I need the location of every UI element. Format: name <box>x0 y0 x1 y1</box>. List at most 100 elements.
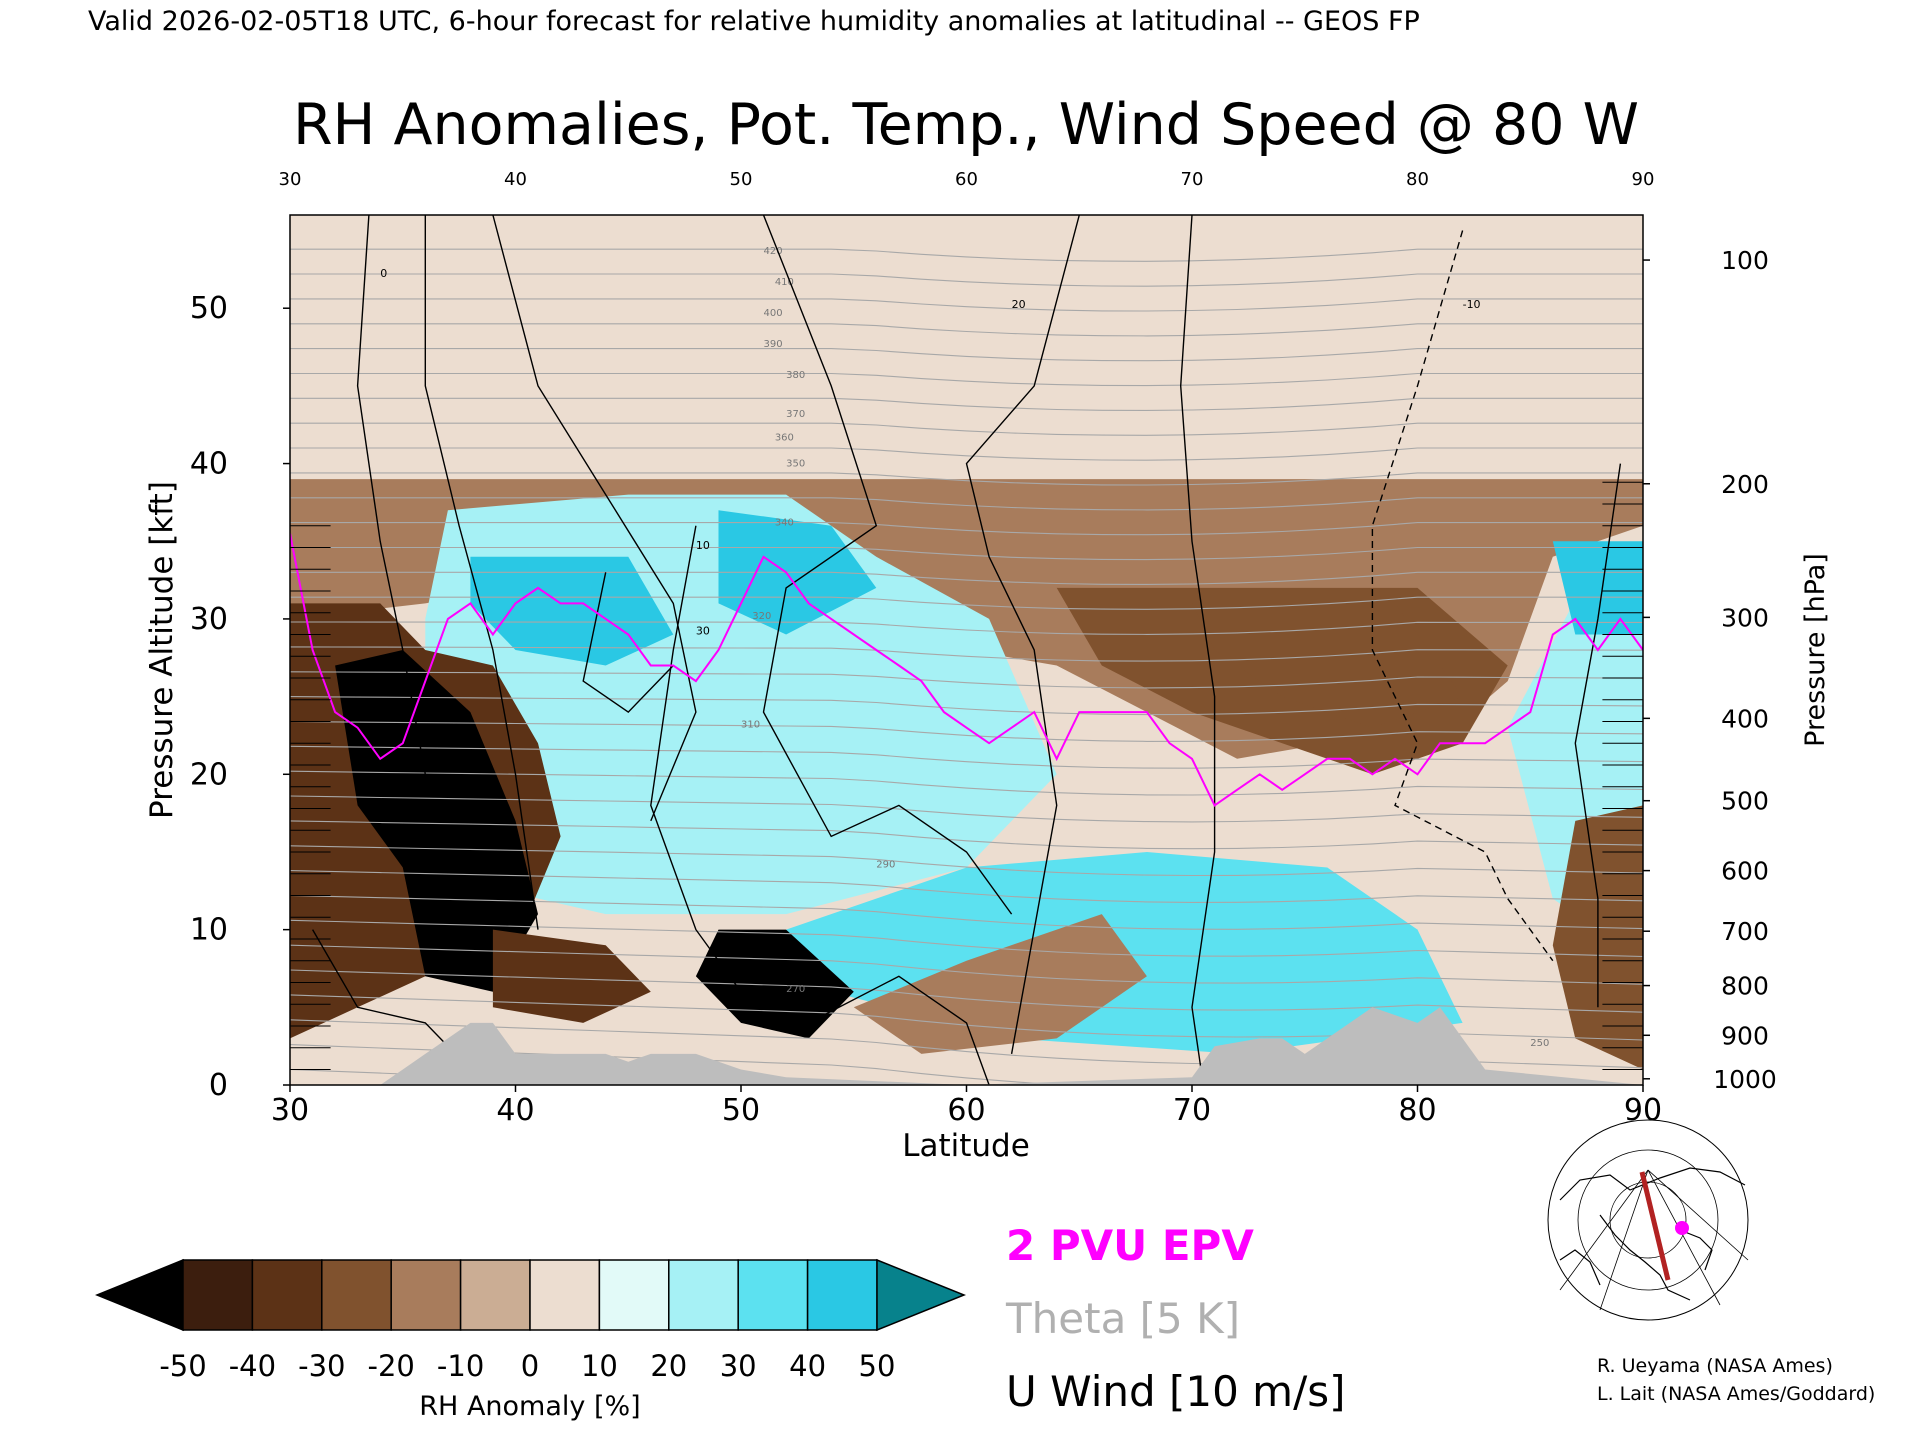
theta-contour-25 <box>290 447 1643 461</box>
theta-label-4: 320 <box>752 611 771 622</box>
theta-contour-9 <box>290 845 1643 877</box>
theta-contour-29 <box>290 348 1643 362</box>
theta-contour-11 <box>290 795 1643 823</box>
theta-contour-26 <box>290 422 1643 436</box>
theta-contour-10 <box>290 820 1643 850</box>
theta-contour-16 <box>290 671 1643 689</box>
wind-label-0: 0 <box>380 267 387 280</box>
wind-contour-3 <box>582 572 674 714</box>
wind-label-1: 10 <box>696 539 710 552</box>
theta-contour-5 <box>290 944 1643 985</box>
rh-region-9 <box>1552 541 1643 635</box>
x-tick-label-6: 90 <box>1624 1093 1662 1128</box>
colorbar-tick-0: -50 <box>159 1349 206 1383</box>
p-tick-label-2: 300 <box>1721 603 1769 632</box>
theta-contour-7 <box>290 894 1643 930</box>
theta-contour-21 <box>290 546 1643 561</box>
theta-label-8: 370 <box>786 409 805 420</box>
theta-contour-22 <box>290 522 1643 536</box>
wind-contour-9 <box>1574 463 1622 1008</box>
colorbar-max-triangle <box>876 1258 967 1332</box>
inset-map-meridian-3 <box>1599 1169 1649 1311</box>
legend-epv: 2 PVU EPV <box>1006 1221 1254 1270</box>
colorbar-tick-8: 30 <box>720 1349 757 1383</box>
theta-contour-4 <box>290 969 1643 1013</box>
colorbar-tick-7: 20 <box>650 1349 687 1383</box>
theta-label-0: 250 <box>1530 1038 1549 1049</box>
colorbar-cell-1 <box>251 1259 323 1331</box>
colorbar-tick-9: 40 <box>789 1349 826 1383</box>
colorbar-cell-2 <box>321 1259 392 1331</box>
wind-contour-4 <box>650 525 742 993</box>
colorbar-tick-6: 10 <box>581 1349 618 1383</box>
x-tick-label-0: 30 <box>271 1093 309 1128</box>
inset-map-circle-outer <box>1547 1119 1749 1321</box>
x-tick-label-1: 40 <box>496 1093 534 1128</box>
theta-contour-20 <box>290 571 1643 585</box>
p-tick-label-3: 400 <box>1721 704 1769 733</box>
theta-label-2: 290 <box>876 860 895 871</box>
topography-layer <box>290 1007 1643 1085</box>
wind-contour-2 <box>492 215 697 822</box>
p-tick-label-0: 100 <box>1721 246 1769 275</box>
p-tick-label-1: 200 <box>1721 470 1769 499</box>
valid-header: Valid 2026-02-05T18 UTC, 6-hour forecast… <box>88 6 1420 37</box>
colorbar-cell-6 <box>598 1259 670 1331</box>
theta-label-13: 420 <box>764 246 783 257</box>
colorbar-min-triangle <box>95 1258 184 1332</box>
y-tick-label-4: 40 <box>190 447 228 482</box>
inset-map-marker <box>1675 1221 1689 1235</box>
theta-label-9: 380 <box>786 370 805 381</box>
y-tick-label-3: 30 <box>190 602 228 637</box>
theta-contour-18 <box>290 621 1643 635</box>
topography <box>290 1007 1643 1085</box>
colorbar-cell-8 <box>737 1259 809 1331</box>
colorbar: -50 -40 -30 -20 -10 0 10 20 30 40 50 <box>95 1258 967 1383</box>
colorbar-cell-5 <box>529 1259 601 1331</box>
wind-label-2: 20 <box>1012 298 1026 311</box>
colorbar-tick-10: 50 <box>859 1349 896 1383</box>
x-tick-label-2: 50 <box>722 1093 760 1128</box>
y-axis-left: 0 10 20 30 40 50 <box>190 291 290 1103</box>
colorbar-tick-1: -40 <box>229 1349 276 1383</box>
wind-contour-11 <box>808 975 990 1085</box>
rh-anomaly-layer <box>290 230 1643 1085</box>
theta-contour-19 <box>290 596 1643 610</box>
rh-region-13 <box>695 929 854 1039</box>
rh-region-11 <box>335 650 538 992</box>
theta-contour-8 <box>290 870 1643 903</box>
inset-map-meridian-4 <box>1647 1169 1721 1306</box>
wind-contour-1 <box>424 215 539 930</box>
theta-contour-14 <box>290 720 1643 742</box>
epv-line-layer <box>290 533 1643 807</box>
inset-map-meridian-1 <box>1559 1169 1649 1291</box>
p-tick-label-8: 900 <box>1721 1021 1769 1050</box>
theta-label-3: 310 <box>741 720 760 731</box>
x-tick-label-5: 80 <box>1398 1093 1436 1128</box>
colorbar-label: RH Anomaly [%] <box>419 1391 640 1422</box>
theta-label-7: 360 <box>775 432 794 443</box>
legend-theta: Theta [5 K] <box>1005 1294 1240 1343</box>
theta-contours: 250 270 290 310 320 340 350 360 370 380 390 400 410 4… <box>290 246 1643 1085</box>
wind-contour-0 <box>356 215 426 775</box>
edge-hatch-layer <box>290 481 1643 1070</box>
inset-map-section-line <box>1639 1171 1671 1281</box>
p-tick-label-5: 600 <box>1721 857 1769 886</box>
chart-title: RH Anomalies, Pot. Temp., Wind Speed @ 8… <box>293 92 1639 158</box>
theta-label-10: 390 <box>764 339 783 350</box>
p-tick-label-6: 700 <box>1721 917 1769 946</box>
x-top-tick-label-5: 80 <box>1406 169 1429 190</box>
theta-label-6: 350 <box>786 459 805 470</box>
x-top-tick-label-6: 90 <box>1632 169 1655 190</box>
theta-contour-17 <box>290 646 1643 662</box>
p-tick-label-7: 800 <box>1721 972 1769 1001</box>
wind-contour-8 <box>1371 230 1554 962</box>
y-axis-label-left: Pressure Altitude [kft] <box>144 481 180 819</box>
colorbar-cell-0 <box>182 1259 254 1331</box>
x-tick-label-3: 60 <box>947 1093 985 1128</box>
theta-contour-32 <box>290 273 1643 287</box>
wind-contour-6 <box>965 215 1080 1055</box>
legend-wind: U Wind [10 m/s] <box>1006 1367 1346 1416</box>
x-axis-label: Latitude <box>902 1128 1030 1164</box>
inset-map-circle-mid <box>1577 1149 1719 1291</box>
